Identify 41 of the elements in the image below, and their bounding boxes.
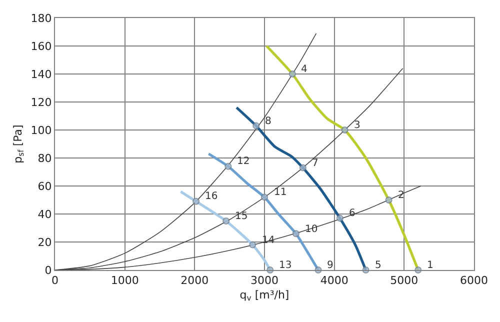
- x-tick-label: 4000: [320, 274, 348, 288]
- annotation: 16: [205, 191, 218, 202]
- y-tick-label: 160: [30, 40, 52, 53]
- annotation: 15: [235, 211, 248, 222]
- annotation: 8: [265, 116, 272, 127]
- point: [261, 194, 268, 201]
- y-tick-label: 60: [38, 180, 52, 193]
- y-tick-label: 80: [38, 152, 52, 165]
- annotation: 5: [375, 260, 382, 271]
- x-tick-label: 2000: [180, 274, 209, 288]
- point: [299, 164, 306, 172]
- point: [385, 196, 392, 204]
- point: [292, 230, 300, 238]
- annotation: 1: [427, 260, 434, 271]
- y-tick-label: 120: [30, 96, 52, 109]
- point: [249, 241, 256, 248]
- x-tick-label: 5000: [390, 274, 418, 288]
- annotation: 4: [301, 64, 308, 75]
- x-tick-label: 1000: [110, 274, 139, 288]
- x-tick-label: 6000: [460, 274, 488, 288]
- annotation: 12: [237, 156, 250, 167]
- annotation: 11: [274, 187, 287, 198]
- point: [341, 126, 348, 134]
- point: [224, 162, 232, 170]
- annotation: 7: [312, 158, 318, 169]
- point: [222, 218, 230, 224]
- y-tick-label: 20: [38, 236, 52, 249]
- x-axis-title: q$_{v}$ [m³/h]: [240, 288, 290, 303]
- point: [192, 198, 200, 205]
- annotation: 9: [327, 260, 334, 271]
- y-tick-label: 40: [38, 208, 52, 221]
- y-tick-label: 0: [44, 264, 52, 277]
- y-tick-label: 180: [30, 12, 52, 25]
- point: [336, 214, 344, 222]
- point: [252, 122, 260, 130]
- point: [288, 70, 296, 78]
- x-tick-label: 3000: [250, 274, 278, 288]
- y-tick-label: 140: [30, 68, 52, 81]
- annotation: 3: [354, 120, 360, 131]
- annotation: 13: [279, 260, 292, 271]
- y-tick-label: 100: [30, 124, 52, 137]
